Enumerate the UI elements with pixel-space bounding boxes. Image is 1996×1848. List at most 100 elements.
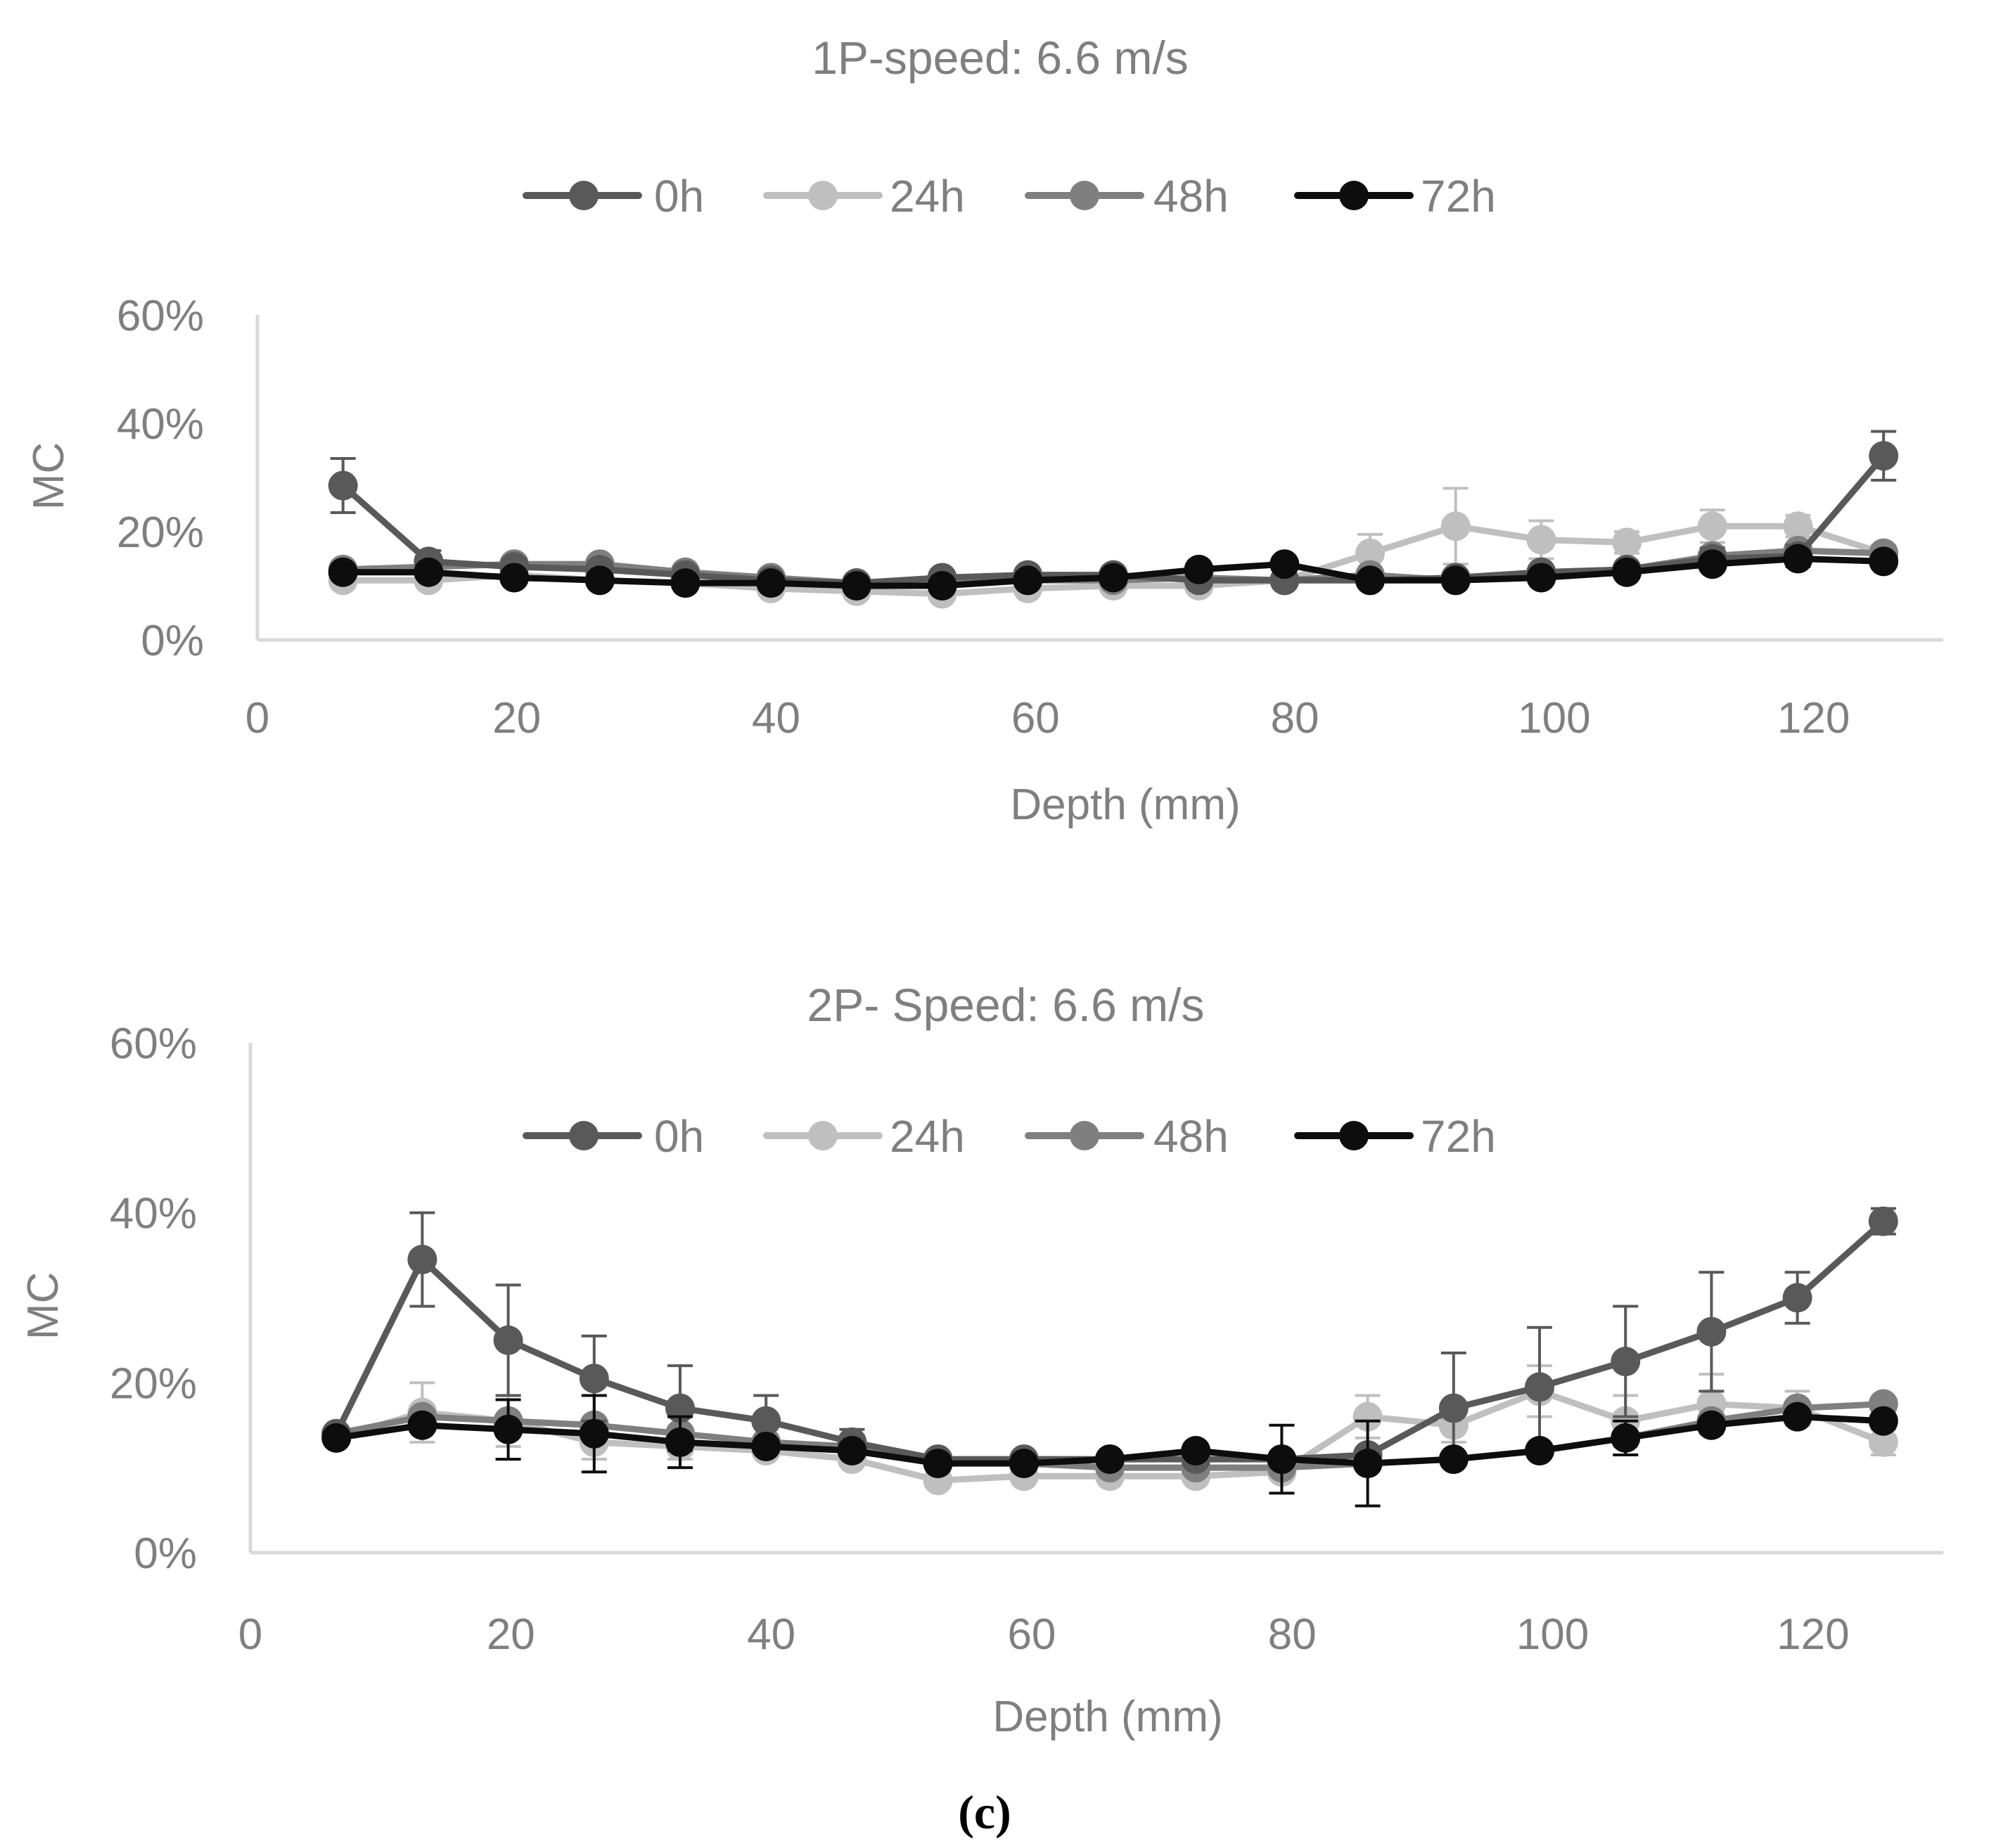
- data-point-72h: [1095, 1444, 1125, 1475]
- data-point-72h: [493, 1414, 523, 1444]
- x-tick-label: 60: [1011, 694, 1060, 743]
- data-point-72h: [1009, 1449, 1039, 1479]
- data-point-72h: [1440, 565, 1471, 596]
- x-tick-label: 100: [1516, 1610, 1589, 1659]
- data-point-72h: [1868, 1406, 1898, 1436]
- data-point-72h: [1181, 1436, 1211, 1465]
- data-point-72h: [1269, 549, 1300, 579]
- data-point-0h: [1611, 1347, 1641, 1377]
- data-point-0h: [1525, 1372, 1555, 1402]
- legend-marker-72h: [1339, 181, 1369, 210]
- data-point-72h: [1612, 557, 1642, 587]
- chart-legend: 0h 24h 48h 72h: [523, 171, 1496, 222]
- legend-label-24h: 24h: [890, 171, 965, 222]
- x-axis-label: Depth (mm): [992, 1693, 1222, 1741]
- y-tick-label: 40%: [110, 1190, 197, 1238]
- data-point-0h: [1438, 1393, 1469, 1423]
- data-point-72h: [414, 557, 444, 587]
- x-tick-label: 60: [1007, 1610, 1056, 1659]
- legend-marker-48h: [1070, 181, 1099, 210]
- data-point-72h: [1526, 563, 1556, 593]
- data-point-72h: [1696, 1410, 1727, 1440]
- data-point-72h: [1782, 1401, 1812, 1432]
- data-point-0h: [328, 470, 358, 501]
- data-point-72h: [927, 571, 957, 601]
- x-tick-label: 0: [245, 694, 269, 743]
- chart-title: 1P-speed: 6.6 m/s: [812, 32, 1189, 84]
- legend-label-48h: 48h: [1153, 1111, 1229, 1162]
- data-point-72h: [1697, 549, 1727, 579]
- data-point-72h: [1352, 1449, 1383, 1479]
- chart-2p-speed: 2P- Speed: 6.6 m/s 0h 24h 48h 72h 0% 20% 40% 6…: [19, 979, 1943, 1741]
- legend-marker-24h: [808, 181, 838, 210]
- plot-area: 0% 20% 40% 60% 0 20 40 60 80 100 120: [117, 292, 1943, 743]
- data-point-0h: [407, 1245, 437, 1275]
- y-tick-label: 60%: [117, 292, 204, 340]
- x-tick-label: 120: [1777, 1610, 1849, 1659]
- y-tick-label: 0%: [141, 617, 204, 665]
- x-tick-label: 120: [1777, 694, 1850, 743]
- data-point-0h: [1868, 1206, 1898, 1236]
- x-tick-label: 20: [492, 694, 541, 743]
- data-point-24h: [1783, 511, 1813, 541]
- data-point-72h: [670, 568, 700, 598]
- chart-1p-speed: 1P-speed: 6.6 m/s 0h 24h 48h 72h 0% 20% 40% 60…: [25, 32, 1943, 829]
- legend-label-72h: 72h: [1421, 171, 1496, 222]
- data-point-72h: [923, 1449, 953, 1479]
- y-tick-label: 60%: [110, 1020, 197, 1068]
- data-point-72h: [1184, 554, 1214, 584]
- data-point-72h: [841, 571, 871, 601]
- legend-label-0h: 0h: [654, 1111, 704, 1162]
- y-axis-label: MC: [19, 1272, 68, 1340]
- data-point-72h: [1013, 565, 1043, 596]
- data-point-72h: [1267, 1444, 1297, 1475]
- legend-marker-72h: [1339, 1121, 1369, 1150]
- data-point-24h: [1352, 1401, 1383, 1432]
- data-point-72h: [837, 1436, 867, 1465]
- y-tick-label: 20%: [110, 1359, 197, 1408]
- data-point-72h: [1355, 565, 1386, 596]
- data-point-24h: [1355, 538, 1386, 568]
- data-point-72h: [665, 1427, 696, 1457]
- x-tick-label: 100: [1518, 694, 1590, 743]
- data-point-72h: [756, 568, 786, 598]
- y-axis-label: MC: [25, 442, 73, 510]
- data-point-72h: [1611, 1423, 1641, 1453]
- plot-area: 0% 20% 40% 60% 0 20 40 60 80 100 120: [110, 1020, 1943, 1659]
- x-axis-label: Depth (mm): [1010, 781, 1240, 829]
- data-point-24h: [1526, 525, 1556, 555]
- x-tick-label: 40: [752, 694, 800, 743]
- x-tick-label: 0: [238, 1610, 262, 1659]
- data-point-24h: [1697, 511, 1727, 541]
- data-point-72h: [1869, 546, 1899, 577]
- data-point-0h: [579, 1363, 609, 1394]
- x-tick-label: 40: [747, 1610, 795, 1659]
- legend-marker-0h: [569, 1121, 599, 1150]
- data-point-72h: [1098, 563, 1128, 593]
- legend-marker-0h: [569, 181, 599, 210]
- data-point-72h: [1438, 1444, 1469, 1475]
- data-point-0h: [751, 1406, 781, 1436]
- data-point-0h: [1696, 1316, 1727, 1347]
- chart-legend: 0h 24h 48h 72h: [523, 1111, 1496, 1162]
- data-point-72h: [751, 1431, 781, 1461]
- legend-label-72h: 72h: [1421, 1111, 1496, 1162]
- data-point-72h: [584, 565, 615, 596]
- y-tick-label: 40%: [117, 400, 204, 449]
- data-point-0h: [1869, 441, 1899, 471]
- series-72h: [328, 544, 1899, 601]
- legend-label-0h: 0h: [654, 171, 704, 222]
- data-point-72h: [407, 1410, 437, 1440]
- series-72h: [321, 1394, 1898, 1508]
- legend-marker-48h: [1070, 1121, 1099, 1150]
- legend-label-48h: 48h: [1153, 171, 1229, 222]
- data-point-0h: [493, 1325, 523, 1355]
- data-point-72h: [579, 1418, 609, 1449]
- x-tick-label: 80: [1271, 694, 1319, 743]
- legend-marker-24h: [808, 1121, 838, 1150]
- data-point-72h: [321, 1423, 352, 1453]
- data-point-72h: [1525, 1436, 1555, 1465]
- data-point-72h: [1783, 544, 1813, 574]
- data-point-24h: [1440, 511, 1471, 541]
